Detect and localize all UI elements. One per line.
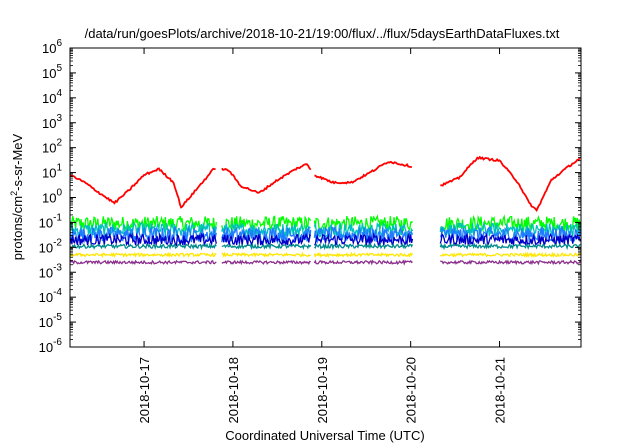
series-line-0 [70,155,581,212]
x-tick-label: 2018-10-17 [137,357,152,424]
x-tick-label: 2018-10-20 [404,357,419,424]
x-tick-label: 2018-10-21 [493,357,508,424]
chart-title: /data/run/goesPlots/archive/2018-10-21/1… [85,26,560,41]
series-line-1 [70,213,581,234]
y-tick-label: 101 [42,163,62,181]
series-layer [70,155,581,266]
y-tick-label: 10-5 [39,312,63,330]
y-tick-label: 10-2 [39,237,63,255]
y-tick-label: 100 [42,188,62,206]
y-tick-label: 10-6 [39,337,63,355]
series-line-6 [70,251,581,259]
series-line-4 [70,232,581,248]
y-tick-label: 106 [42,38,62,56]
x-axis-label: Coordinated Universal Time (UTC) [225,428,424,443]
x-tick-label: 2018-10-19 [315,357,330,424]
x-axis: 2018-10-17 2018-10-18 2018-10-19 2018-10-20… [137,48,508,424]
series-line-7 [70,259,581,266]
y-tick-label: 10-1 [39,212,63,230]
x-tick-label: 2018-10-18 [226,357,241,424]
series-line-5 [70,242,581,251]
y-tick-label: 10-4 [39,287,63,305]
y-tick-label: 102 [42,138,62,156]
y-tick-label: 10-3 [39,262,63,280]
y-axis: 10-6 10-5 10-4 10-3 10-2 10-1 100 101 102 103 104 1… [39,38,581,355]
plot-frame [69,47,582,348]
y-tick-label: 104 [42,88,62,106]
y-tick-label: 105 [42,63,62,81]
y-axis-label: protons/cm2-s-sr-MeV [9,133,25,260]
y-tick-label: 103 [42,113,62,131]
